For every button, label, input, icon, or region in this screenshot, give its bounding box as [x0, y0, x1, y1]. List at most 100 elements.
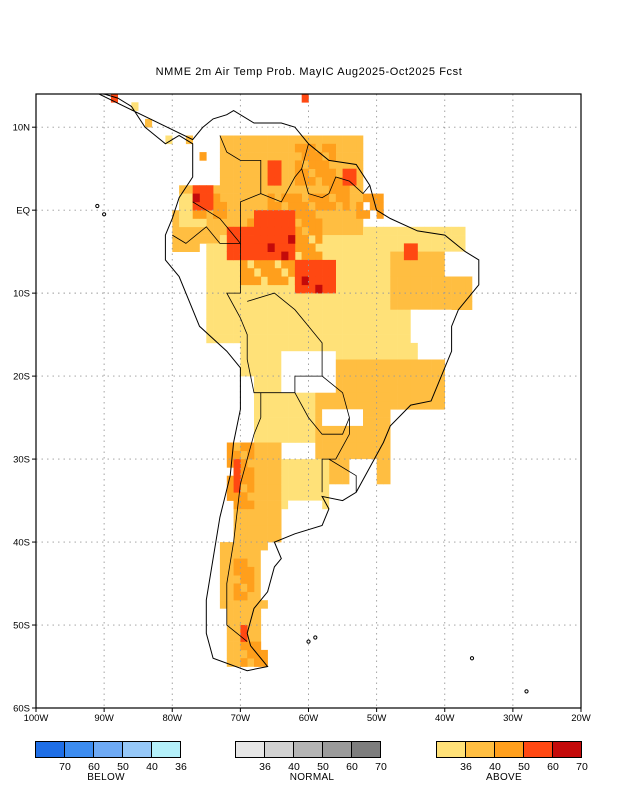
forecast-cell: [274, 210, 282, 219]
forecast-cell: [274, 525, 282, 535]
forecast-cell: [417, 251, 425, 261]
forecast-cell: [260, 259, 268, 269]
legend-above-swatches: [436, 741, 582, 758]
forecast-cell: [356, 243, 364, 252]
forecast-cell: [342, 243, 350, 252]
legend-above-swatch-50: [495, 742, 524, 757]
forecast-cell: [342, 318, 350, 327]
forecast-cell: [383, 351, 391, 360]
forecast-cell: [219, 135, 227, 145]
forecast-cell: [172, 218, 180, 228]
forecast-cell: [376, 268, 384, 277]
forecast-cell: [301, 210, 309, 219]
forecast-cell: [431, 392, 439, 402]
forecast-cell: [301, 243, 309, 252]
forecast-cell: [206, 185, 214, 194]
forecast-cell: [233, 467, 241, 476]
forecast-cell: [247, 351, 255, 360]
forecast-cell: [267, 342, 275, 352]
forecast-cell: [417, 367, 425, 377]
forecast-cell: [417, 359, 425, 369]
forecast-cell: [274, 201, 282, 211]
forecast-cell: [206, 268, 214, 277]
forecast-cell: [410, 384, 418, 393]
forecast-cell: [444, 276, 452, 286]
forecast-cell: [219, 542, 227, 551]
forecast-cell: [226, 218, 234, 228]
forecast-cell: [322, 185, 330, 194]
forecast-cell: [369, 425, 377, 435]
forecast-cell: [219, 168, 227, 178]
forecast-cell: [315, 226, 323, 236]
forecast-cell: [247, 492, 255, 501]
forecast-cell: [417, 235, 425, 244]
forecast-cell: [424, 392, 432, 402]
forecast-cell: [335, 401, 343, 410]
forecast-cell: [335, 351, 343, 360]
forecast-cell: [233, 152, 241, 161]
lon-label: 70W: [231, 713, 251, 724]
forecast-cell: [437, 376, 445, 385]
forecast-cell: [233, 309, 241, 319]
forecast-cell: [376, 434, 384, 443]
forecast-cell: [254, 484, 262, 493]
forecast-cell: [437, 235, 445, 244]
forecast-cell: [260, 152, 268, 161]
forecast-cell: [424, 276, 432, 286]
forecast-cell: [281, 326, 289, 335]
forecast-cell: [383, 293, 391, 302]
forecast-cell: [335, 450, 343, 460]
forecast-cell: [349, 160, 357, 169]
forecast-cell: [294, 259, 302, 269]
forecast-cell: [185, 201, 193, 211]
forecast-cell: [458, 276, 466, 286]
legend-normal-tick: 60: [346, 761, 358, 773]
forecast-cell: [308, 210, 316, 219]
forecast-cell: [437, 392, 445, 402]
lat-label: 10N: [13, 123, 31, 134]
forecast-cell: [417, 376, 425, 385]
forecast-cell: [240, 359, 248, 369]
forecast-cell: [301, 293, 309, 302]
forecast-cell: [240, 235, 248, 244]
forecast-cell: [363, 309, 371, 319]
forecast-cell: [376, 301, 384, 310]
legend-normal-swatches: [235, 741, 381, 758]
forecast-cell: [240, 475, 248, 485]
forecast-cell: [301, 259, 309, 269]
forecast-cell: [376, 309, 384, 319]
forecast-cell: [267, 160, 275, 169]
forecast-cell: [322, 434, 330, 443]
forecast-cell: [206, 276, 214, 286]
forecast-cell: [267, 484, 275, 493]
forecast-cell: [219, 301, 227, 310]
forecast-cell: [356, 318, 364, 327]
forecast-cell: [281, 218, 289, 228]
forecast-cell: [397, 401, 405, 410]
forecast-cell: [410, 243, 418, 252]
graticule: [36, 94, 581, 708]
forecast-cell: [322, 284, 330, 294]
forecast-cell: [315, 467, 323, 476]
forecast-cell: [240, 309, 248, 319]
forecast-cell: [288, 475, 296, 485]
forecast-cell: [206, 210, 214, 219]
forecast-cell: [247, 550, 255, 559]
forecast-cell: [219, 177, 227, 186]
legend-normal-tick: 40: [288, 761, 300, 773]
forecast-cell: [219, 210, 227, 219]
forecast-cell: [240, 525, 248, 535]
forecast-cell: [288, 492, 296, 501]
forecast-cell: [301, 160, 309, 169]
forecast-cell: [172, 210, 180, 219]
forecast-cell: [342, 235, 350, 244]
forecast-cell: [349, 284, 357, 294]
forecast-cell: [349, 251, 357, 261]
forecast-cell: [342, 475, 350, 485]
forecast-cell: [281, 417, 289, 427]
forecast-cell: [322, 268, 330, 277]
forecast-cell: [260, 450, 268, 460]
forecast-cell: [281, 284, 289, 294]
forecast-cell: [342, 201, 350, 211]
forecast-cell: [308, 401, 316, 410]
